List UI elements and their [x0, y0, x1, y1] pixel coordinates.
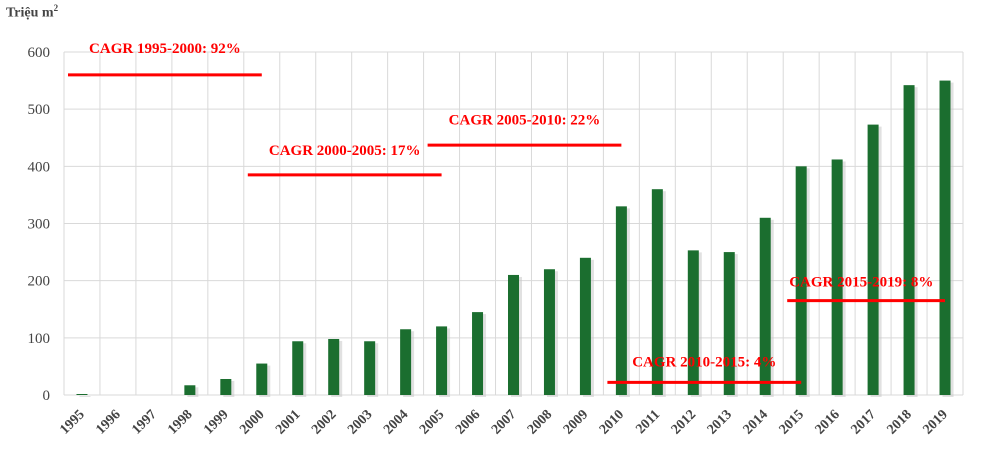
x-tick-label: 2014 — [741, 407, 771, 437]
y-tick-label: 100 — [28, 331, 51, 347]
bar — [292, 341, 304, 395]
bar — [472, 312, 484, 395]
x-tick-label: 2000 — [237, 407, 267, 437]
y-tick-label: 400 — [28, 159, 51, 175]
bar — [687, 250, 699, 395]
bar — [759, 217, 771, 395]
bar — [615, 206, 627, 395]
x-tick-label: 2001 — [273, 407, 303, 437]
bar — [723, 252, 735, 395]
x-tick-label: 2010 — [597, 407, 627, 437]
x-tick-label: 2004 — [381, 407, 411, 437]
x-tick-label: 2016 — [813, 407, 843, 437]
x-tick-label: 1998 — [165, 407, 195, 437]
y-axis-unit-superscript: 2 — [53, 3, 59, 13]
bar-shadow — [79, 396, 91, 397]
bar — [508, 274, 519, 395]
x-tick-label: 1996 — [93, 407, 123, 437]
bar — [256, 363, 268, 395]
bar — [364, 341, 376, 395]
y-tick-label: 600 — [28, 45, 51, 61]
bar — [903, 85, 915, 395]
x-tick-label: 2015 — [777, 407, 807, 437]
y-axis-unit-text: Triệu m — [6, 5, 54, 21]
x-tick-label: 2013 — [705, 407, 735, 437]
bar — [795, 166, 807, 395]
x-tick-label: 2008 — [525, 407, 555, 437]
y-tick-label: 300 — [28, 217, 51, 233]
bar — [867, 124, 879, 395]
bar — [579, 257, 591, 395]
x-tick-label: 2019 — [920, 407, 950, 437]
x-tick-label: 2011 — [633, 407, 663, 437]
x-tick-label: 2006 — [453, 407, 483, 437]
x-tick-label: 2018 — [884, 407, 914, 437]
x-tick-label: 2007 — [489, 407, 519, 437]
bar — [184, 385, 196, 395]
x-tick-label: 1997 — [129, 407, 159, 437]
cagr-label: CAGR 1995-2000: 92% — [89, 41, 241, 57]
x-tick-label: 1995 — [57, 407, 87, 437]
x-tick-label: 1999 — [201, 407, 231, 437]
x-tick-label: 2002 — [309, 407, 339, 437]
x-tick-label: 2009 — [561, 407, 591, 437]
x-tick-label: 2012 — [669, 407, 699, 437]
cagr-label: CAGR 2000-2005: 17% — [269, 143, 421, 159]
x-tick-label: 2005 — [417, 407, 447, 437]
y-tick-label: 200 — [28, 274, 51, 290]
x-tick-label: 2003 — [345, 407, 375, 437]
bar — [436, 326, 448, 395]
bar-series — [76, 80, 954, 397]
cagr-label: CAGR 2005-2010: 22% — [449, 113, 601, 129]
bar — [543, 269, 555, 395]
bar — [651, 189, 663, 395]
y-tick-label: 0 — [43, 388, 51, 404]
bar — [220, 378, 232, 395]
cagr-label: CAGR 2010-2015: 4% — [632, 354, 776, 370]
bar — [328, 338, 340, 395]
x-tick-label: 2017 — [849, 407, 879, 437]
y-tick-label: 500 — [28, 102, 51, 118]
bar — [831, 159, 843, 395]
cagr-label: CAGR 2015-2019: 8% — [789, 274, 933, 290]
bar — [76, 394, 88, 395]
bar — [939, 80, 951, 395]
bar — [400, 329, 412, 395]
y-axis-unit-label: Triệu m2 — [6, 3, 58, 22]
x-axis-ticks: 1995 1996 1997 1998 1999 2000 2001 2002 2003 2004… — [57, 407, 950, 437]
y-axis-ticks: 0 100 200 300 400 500 600 — [28, 45, 51, 404]
grid-lines — [63, 51, 964, 396]
cagr-annotations: CAGR 1995-2000: 92% CAGR 2000-2005: 17% CA… — [68, 41, 946, 384]
